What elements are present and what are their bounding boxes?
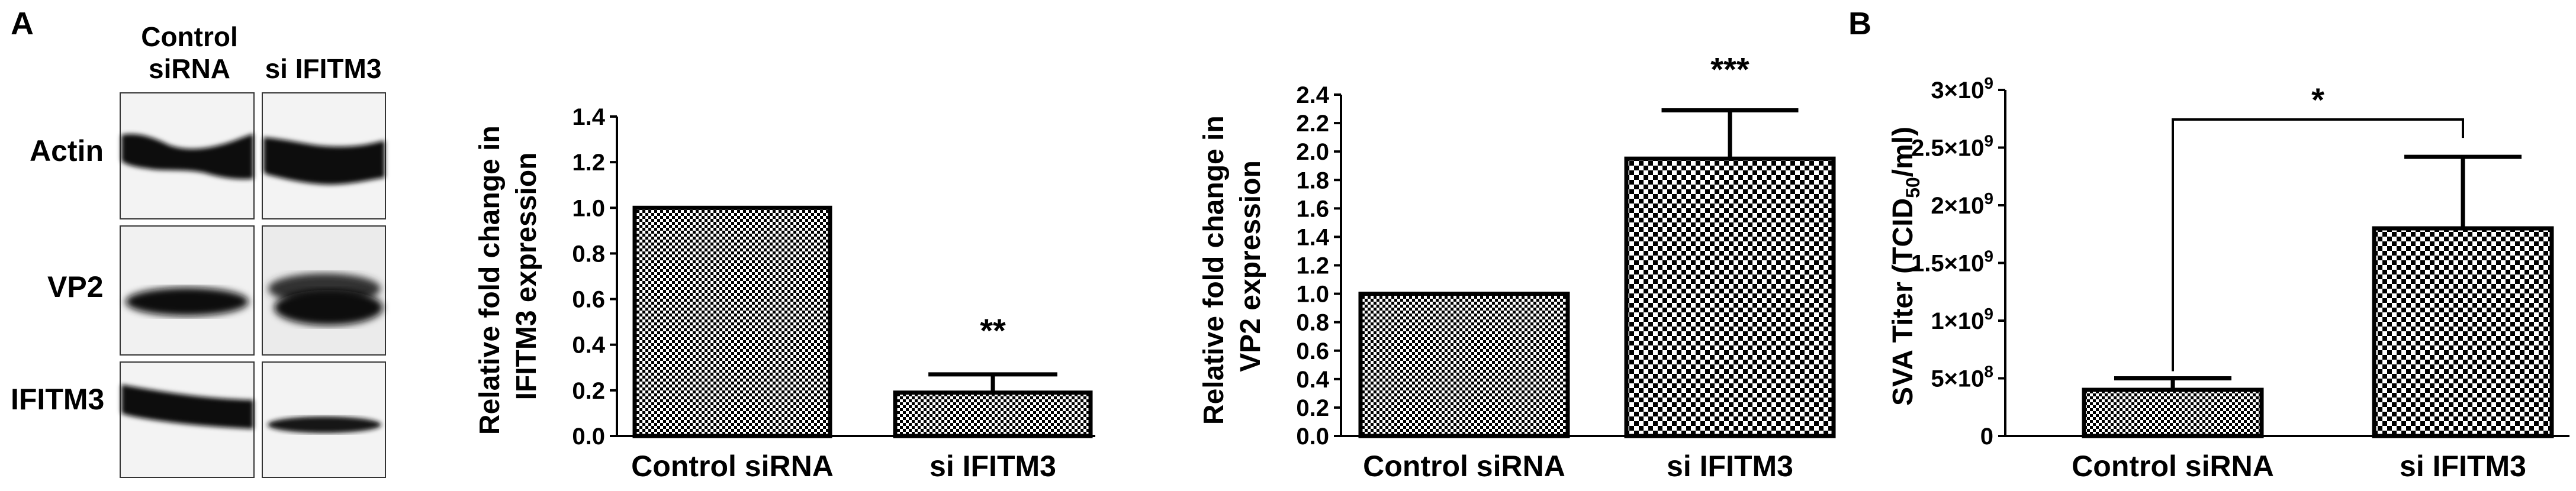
y-tick-label: 0.2 bbox=[1296, 395, 1329, 421]
significance-bracket bbox=[2172, 118, 2464, 372]
y-tick-label: 2.0 bbox=[1296, 139, 1329, 165]
blot-band-ifitm3-control bbox=[120, 361, 255, 478]
bar-si-ifitm3 bbox=[1624, 156, 1836, 438]
blot-column-label-control-line1: Control bbox=[141, 21, 238, 52]
y-tick-label: 1.5×109 bbox=[1911, 247, 1993, 277]
y-tick-label: 1.0 bbox=[1296, 282, 1329, 308]
y-tick-label: 1×109 bbox=[1931, 305, 1993, 334]
y-tick-label: 0.6 bbox=[572, 287, 605, 313]
y-tick-label: 0.0 bbox=[572, 424, 605, 450]
y-tick-label: 0 bbox=[1980, 424, 1993, 450]
chart-sva-titer: 0 5×108 1×109 1.5×109 2×109 2.5×109 3×109 * Co… bbox=[1887, 74, 2569, 483]
y-tick-label: 0.4 bbox=[1296, 367, 1329, 393]
bar-si-ifitm3 bbox=[2372, 226, 2554, 438]
y-tick-label: 2.2 bbox=[1296, 111, 1329, 137]
bar-si-ifitm3 bbox=[893, 390, 1093, 438]
significance-si-ifitm3: ** bbox=[980, 312, 1006, 349]
x-label-si-ifitm3: si IFITM3 bbox=[930, 450, 1056, 483]
y-axis-title-sub: 50 bbox=[1902, 177, 1924, 198]
western-blot: Control siRNA si IFITM3 Actin VP2 IFITM3 bbox=[11, 21, 386, 478]
y-axis-title-line2: IFITM3 expression bbox=[511, 153, 542, 400]
x-label-control-sirna: Control siRNA bbox=[631, 450, 834, 483]
blot-column-label-control-line2: siRNA bbox=[149, 53, 230, 84]
bar-control-sirna bbox=[2082, 387, 2264, 438]
bar-control-sirna bbox=[1358, 292, 1570, 438]
y-tick-label: 1.2 bbox=[1296, 253, 1329, 279]
significance-bracket-label: * bbox=[2311, 81, 2324, 118]
error-bar-si-ifitm3 bbox=[1661, 108, 1799, 159]
y-tick-label: 1.4 bbox=[1296, 224, 1329, 250]
error-bar-si-ifitm3 bbox=[2404, 154, 2522, 228]
y-tick-label: 0.6 bbox=[1296, 338, 1329, 364]
panel-label-a: A bbox=[11, 6, 34, 41]
blot-band-ifitm3-si bbox=[262, 361, 386, 478]
y-tick-label: 1.0 bbox=[572, 195, 605, 221]
x-label-control-sirna: Control siRNA bbox=[2072, 450, 2274, 483]
y-tick-label: 1.8 bbox=[1296, 167, 1329, 193]
blot-band-vp2-control bbox=[120, 225, 255, 356]
significance-si-ifitm3: *** bbox=[1710, 50, 1750, 88]
y-axis-title: SVA Titer (TCID50/ml) bbox=[1887, 127, 1924, 406]
blot-band-actin-si bbox=[262, 92, 386, 219]
y-axis-ticks: 0.0 0.2 0.4 0.6 0.8 1.0 1.2 1.4 bbox=[572, 104, 617, 450]
bar-control-sirna bbox=[632, 205, 832, 438]
y-axis-title: Relative fold change in IFITM3 expressio… bbox=[474, 118, 542, 435]
x-label-si-ifitm3: si IFITM3 bbox=[1667, 450, 1793, 483]
y-tick-label: 2.5×109 bbox=[1911, 132, 1993, 161]
y-axis-title-end: /ml) bbox=[1887, 127, 1919, 177]
y-tick-label: 0.8 bbox=[1296, 310, 1329, 336]
y-axis-title-line1: Relative fold change in bbox=[474, 125, 506, 435]
y-axis-title-line2: VP2 expression bbox=[1235, 160, 1266, 372]
y-axis-title: Relative fold change in VP2 expression bbox=[1198, 108, 1266, 425]
y-axis-ticks: 0.0 0.20.4 0.60.81.0 1.2 1.41.6 1.82.02.2 2.4 bbox=[1296, 82, 1341, 450]
blot-band-vp2-si bbox=[262, 225, 386, 356]
x-label-si-ifitm3: si IFITM3 bbox=[2400, 450, 2526, 483]
y-tick-label: 0.4 bbox=[572, 332, 605, 358]
blot-row-label-actin: Actin bbox=[30, 134, 104, 167]
blot-band-actin-control bbox=[120, 92, 255, 219]
blot-row-label-ifitm3: IFITM3 bbox=[11, 383, 104, 416]
panel-label-b: B bbox=[1848, 6, 1871, 41]
y-axis-ticks: 0 5×108 1×109 1.5×109 2×109 2.5×109 3×109 bbox=[1911, 74, 2005, 450]
y-tick-label: 1.6 bbox=[1296, 196, 1329, 222]
y-tick-label: 0.8 bbox=[572, 241, 605, 267]
error-bar-control-sirna bbox=[2114, 376, 2231, 390]
y-axis-title-base: SVA Titer (TCID bbox=[1887, 198, 1919, 406]
x-label-control-sirna: Control siRNA bbox=[1363, 450, 1565, 483]
blot-column-label-si-ifitm3: si IFITM3 bbox=[265, 53, 382, 84]
chart-ifitm3-expression: 0.0 0.2 0.4 0.6 0.8 1.0 1.2 1.4 ** Control siRN… bbox=[474, 104, 1095, 483]
chart-vp2-expression: 0.00.20.40.60.81.01.21.41.61.82.02.22.4 … bbox=[1198, 50, 1836, 483]
blot-row-label-vp2: VP2 bbox=[47, 270, 104, 303]
y-tick-label: 2.4 bbox=[1296, 82, 1329, 108]
y-tick-label: 0.2 bbox=[572, 378, 605, 404]
y-axis-title-line1: Relative fold change in bbox=[1198, 115, 1230, 425]
y-tick-label: 0.0 bbox=[1296, 424, 1329, 450]
y-tick-label: 1.4 bbox=[572, 104, 605, 130]
y-tick-label: 2×109 bbox=[1931, 189, 1993, 219]
y-tick-label: 3×109 bbox=[1931, 74, 1993, 104]
y-tick-label: 5×108 bbox=[1931, 363, 1993, 392]
error-bar-si-ifitm3 bbox=[928, 372, 1057, 393]
y-tick-label: 1.2 bbox=[572, 150, 605, 176]
